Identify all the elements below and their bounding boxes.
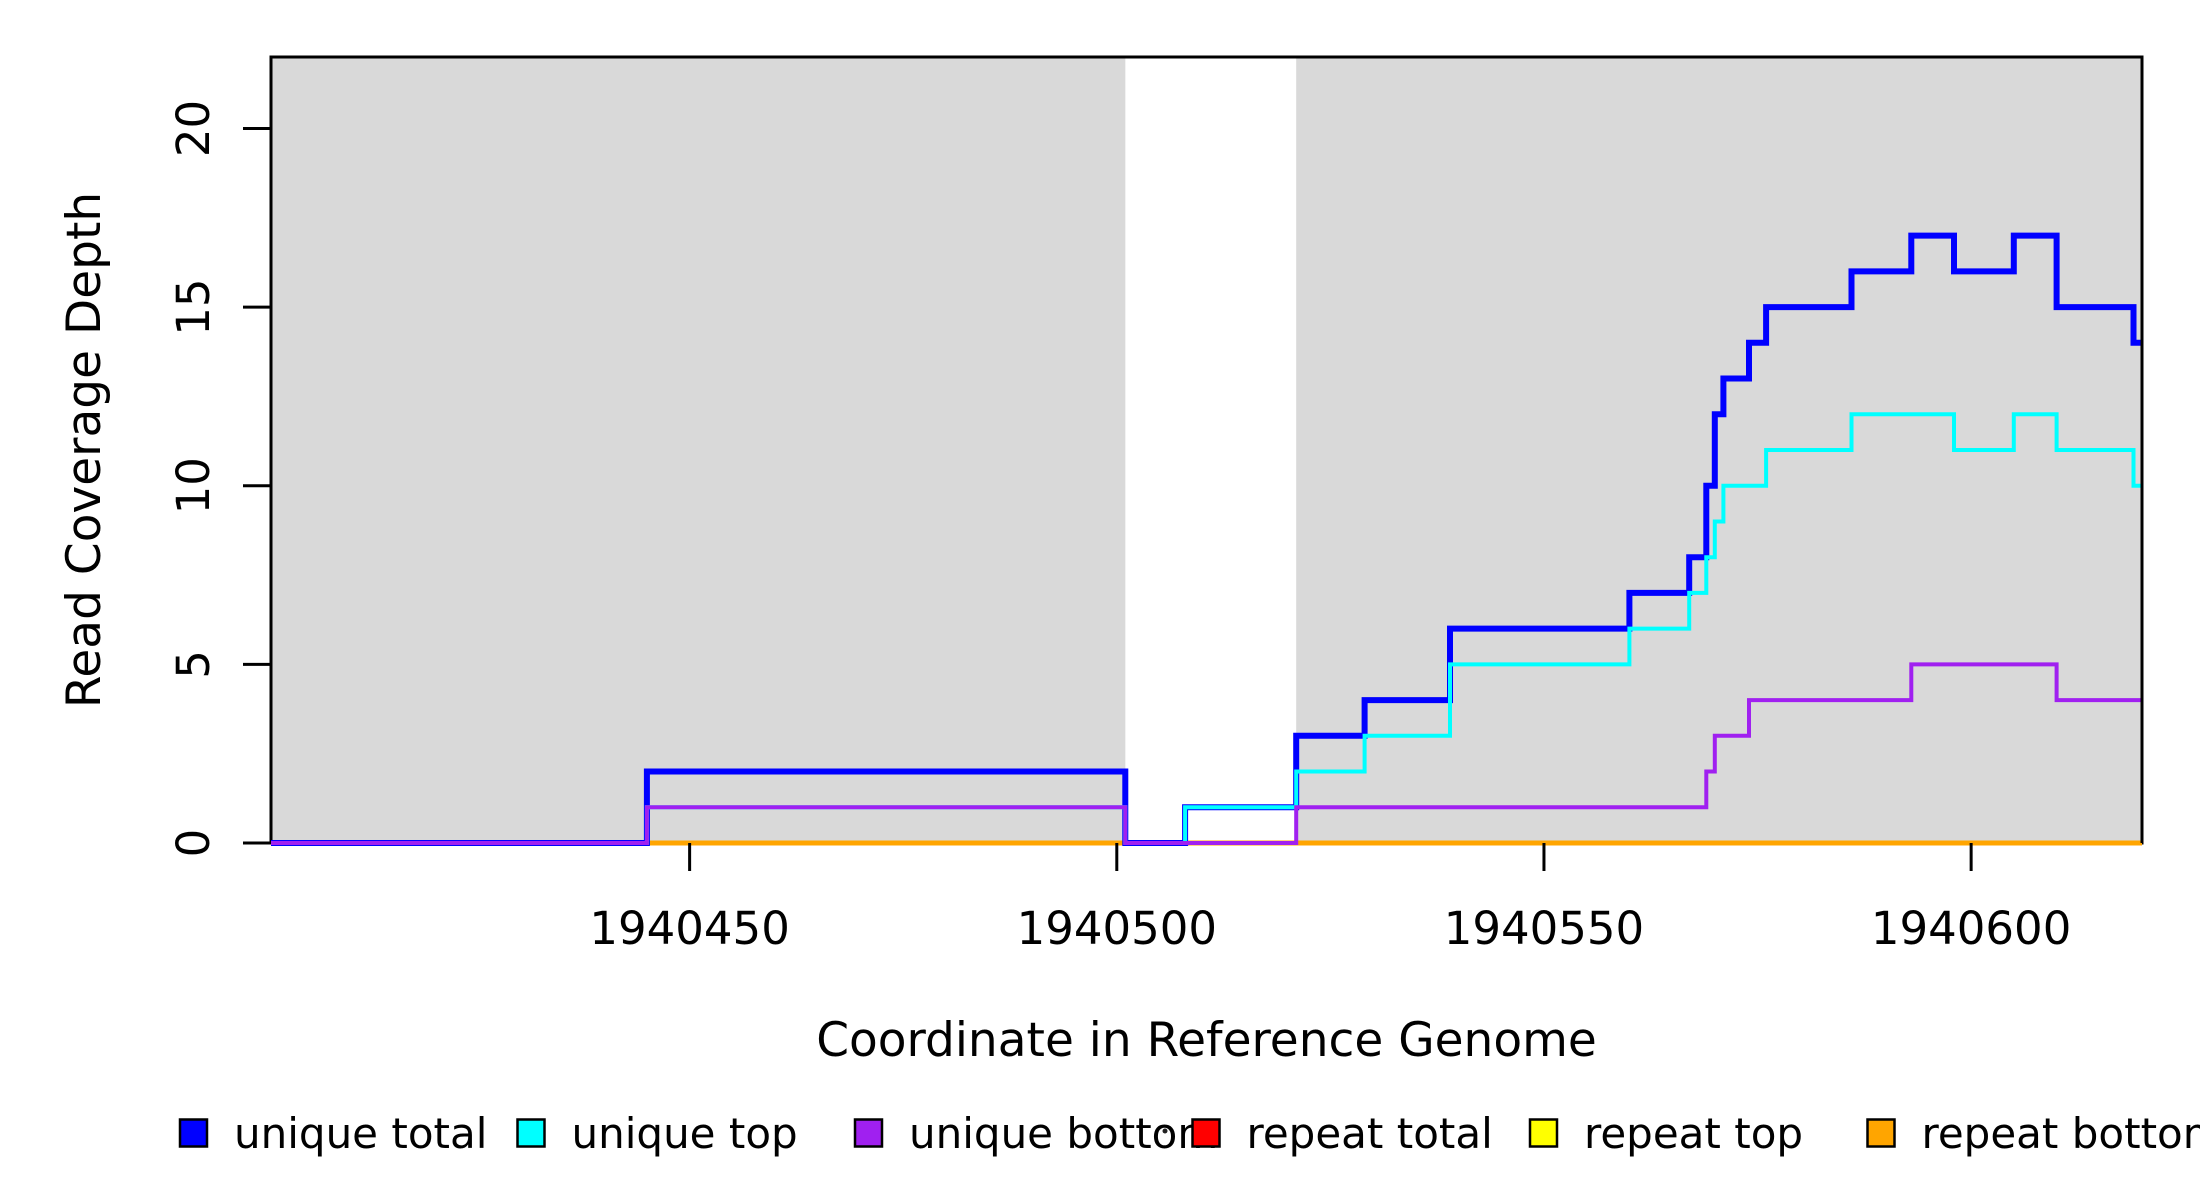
legend-swatch-repeat-top <box>1530 1120 1557 1147</box>
legend-label-repeat-top: repeat top <box>1584 1109 1803 1158</box>
legend-label-unique-bottom: unique bottom <box>909 1109 1218 1158</box>
legend-swatch-unique-bottom <box>855 1120 882 1147</box>
legend-swatch-repeat-total <box>1193 1120 1220 1147</box>
legend-item-unique-total: unique total <box>180 1109 487 1158</box>
x-axis-tick-label: 1940550 <box>1444 902 1644 955</box>
y-axis-title: Read Coverage Depth <box>57 192 112 708</box>
y-axis-tick-label: 5 <box>167 650 220 679</box>
y-axis-tick-label: 20 <box>167 100 220 157</box>
x-axis-tick-label: 1940600 <box>1871 902 2071 955</box>
shaded-region-1 <box>271 57 1125 843</box>
legend-item-repeat-top: repeat top <box>1530 1109 1803 1158</box>
legend-item-unique-top: unique top <box>518 1109 798 1158</box>
legend-label-repeat-total: repeat total <box>1247 1109 1493 1158</box>
y-axis-tick-label: 10 <box>167 457 220 514</box>
legend-label-unique-total: unique total <box>234 1109 487 1158</box>
stray-dot-artifact <box>1163 1129 1168 1134</box>
legend-item-repeat-total: repeat total <box>1193 1109 1493 1158</box>
legend-item-unique-bottom: unique bottom <box>855 1109 1218 1158</box>
y-axis-tick-label: 15 <box>167 278 220 335</box>
legend-swatch-unique-top <box>518 1120 545 1147</box>
legend-swatch-repeat-bottom <box>1868 1120 1895 1147</box>
x-axis-tick-label: 1940450 <box>589 902 789 955</box>
legend-label-repeat-bottom: repeat bottom <box>1922 1109 2200 1158</box>
x-axis-title: Coordinate in Reference Genome <box>816 1013 1597 1068</box>
y-axis-tick-label: 0 <box>167 829 220 858</box>
x-axis-tick-label: 1940500 <box>1017 902 1217 955</box>
legend-swatch-unique-total <box>180 1120 207 1147</box>
legend-label-unique-top: unique top <box>572 1109 798 1158</box>
legend-item-repeat-bottom: repeat bottom <box>1868 1109 2200 1158</box>
